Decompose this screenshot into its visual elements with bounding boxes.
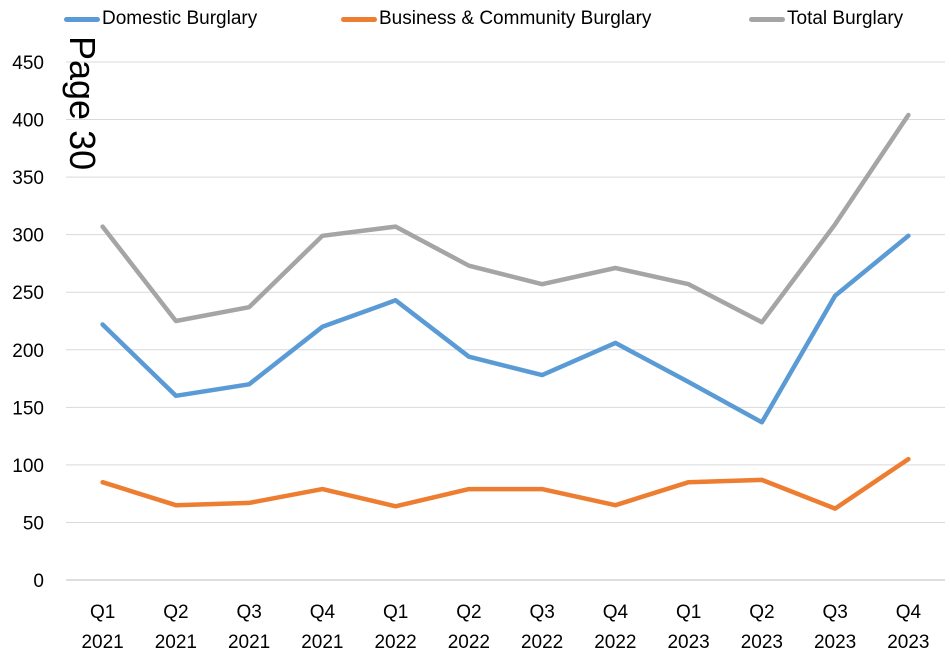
x-tick-label-line: Q2 bbox=[163, 602, 188, 623]
x-tick-label-line: Q4 bbox=[896, 602, 922, 623]
legend-label-business: Business & Community Burglary bbox=[379, 8, 652, 29]
x-tick-label-line: 2023 bbox=[814, 632, 856, 653]
x-tick-label: Q4 2021 bbox=[301, 602, 343, 653]
x-tick-label-line: Q1 bbox=[383, 602, 408, 623]
x-tick-label-line: Q3 bbox=[529, 602, 554, 623]
y-tick-label: 200 bbox=[12, 341, 44, 362]
y-tick-label: 250 bbox=[12, 283, 44, 304]
x-tick-label: Q4 2022 bbox=[594, 602, 636, 653]
y-tick-label: 350 bbox=[12, 168, 44, 189]
x-tick-label-line: 2021 bbox=[228, 632, 270, 653]
legend-item-business: Business & Community Burglary bbox=[341, 6, 651, 32]
series-lines bbox=[100, 112, 911, 511]
legend-item-domestic: Domestic Burglary bbox=[64, 6, 257, 32]
x-tick-label-line: Q1 bbox=[90, 602, 115, 623]
series-line-domestic-burglary bbox=[100, 233, 911, 425]
legend-swatch-business bbox=[341, 16, 377, 22]
x-tick-label-line: 2022 bbox=[521, 632, 563, 653]
legend-swatch-domestic bbox=[64, 16, 100, 22]
page-stamp: Page 30 bbox=[62, 36, 103, 171]
x-tick-label-line: 2022 bbox=[594, 632, 636, 653]
x-tick-label-line: 2021 bbox=[301, 632, 343, 653]
x-tick-label-line: 2023 bbox=[667, 632, 709, 653]
x-tick-label-line: 2021 bbox=[155, 632, 197, 653]
x-tick-label: Q1 2021 bbox=[81, 602, 123, 653]
legend-label-total: Total Burglary bbox=[787, 8, 904, 29]
x-tick-label-line: 2022 bbox=[374, 632, 416, 653]
x-tick-label-line: 2023 bbox=[741, 632, 783, 653]
x-tick-label-line: Q3 bbox=[236, 602, 261, 623]
x-tick-label-line: Q3 bbox=[822, 602, 847, 623]
legend-item-total: Total Burglary bbox=[749, 6, 903, 32]
y-tick-label: 100 bbox=[12, 456, 44, 477]
legend-swatch-total bbox=[749, 16, 785, 22]
series-line-business-community-burglary bbox=[100, 456, 911, 511]
gridlines bbox=[66, 61, 945, 581]
x-tick-label: Q2 2022 bbox=[448, 602, 490, 653]
y-tick-label: 50 bbox=[23, 513, 44, 534]
y-tick-label: 150 bbox=[12, 398, 44, 419]
x-tick-label: Q1 2022 bbox=[374, 602, 416, 653]
x-tick-label-line: 2022 bbox=[448, 632, 490, 653]
series-line-total-burglary bbox=[100, 112, 911, 325]
y-tick-label: 300 bbox=[12, 226, 44, 247]
y-tick-label: 400 bbox=[12, 111, 44, 132]
x-tick-label-line: Q4 bbox=[603, 602, 629, 623]
x-tick-label: Q1 2023 bbox=[667, 602, 709, 653]
x-tick-label-line: Q2 bbox=[749, 602, 774, 623]
x-tick-label: Q2 2021 bbox=[155, 602, 197, 653]
x-tick-label-line: Q1 bbox=[676, 602, 701, 623]
x-tick-label: Q3 2022 bbox=[521, 602, 563, 653]
legend-label-domestic: Domestic Burglary bbox=[102, 8, 258, 29]
x-tick-label-line: 2023 bbox=[887, 632, 929, 653]
x-tick-label-line: 2021 bbox=[81, 632, 123, 653]
y-tick-label: 0 bbox=[33, 571, 44, 592]
x-tick-label: Q2 2023 bbox=[741, 602, 783, 653]
y-tick-label: 450 bbox=[12, 53, 44, 74]
x-tick-label: Q3 2023 bbox=[814, 602, 856, 653]
x-tick-label-line: Q4 bbox=[310, 602, 336, 623]
x-tick-label: Q3 2021 bbox=[228, 602, 270, 653]
legend: Domestic Burglary Business & Community B… bbox=[0, 0, 951, 40]
x-tick-label-line: Q2 bbox=[456, 602, 481, 623]
x-tick-label: Q4 2023 bbox=[887, 602, 929, 653]
